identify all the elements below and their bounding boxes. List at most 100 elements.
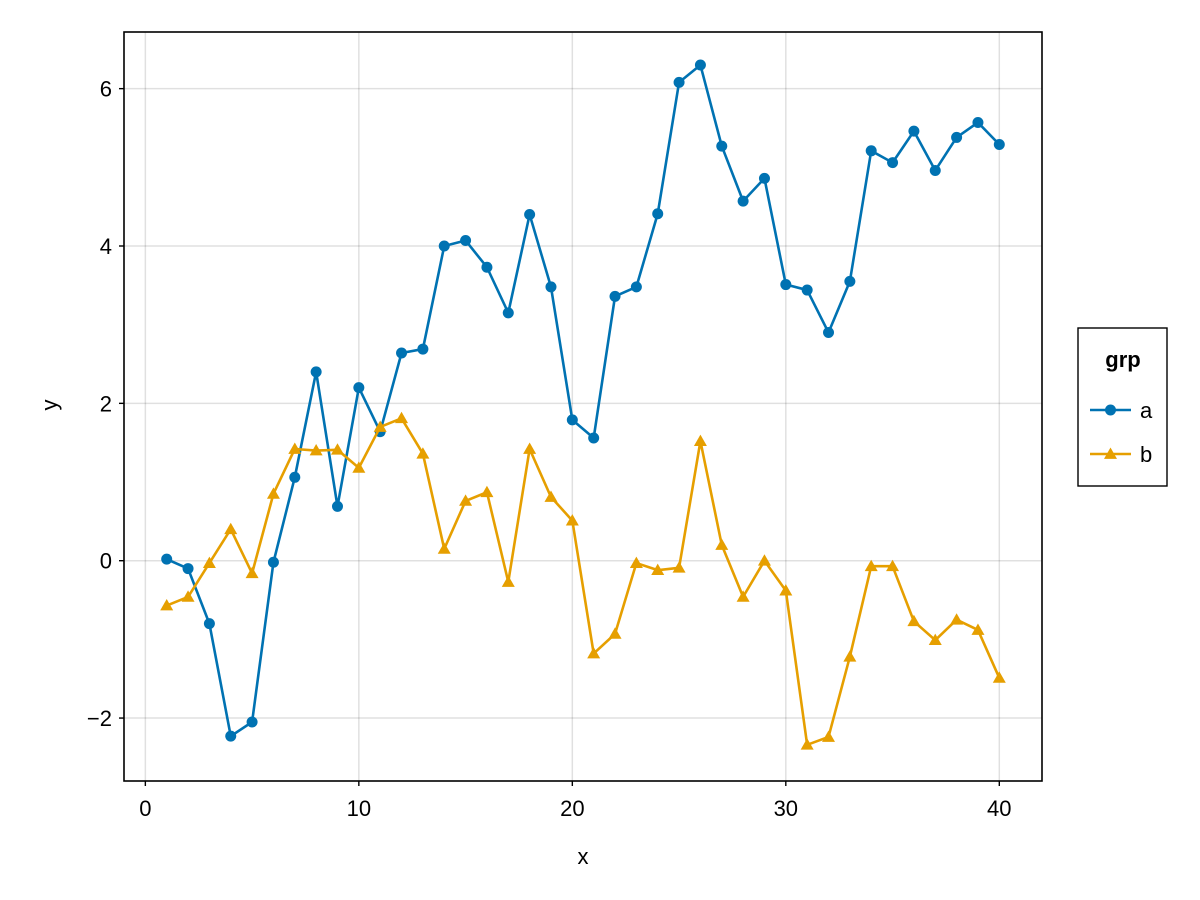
data-point-a	[438, 240, 450, 252]
legend: grp ab	[1077, 327, 1168, 487]
legend-marker-b	[1104, 447, 1117, 459]
series-line-a	[166, 63, 1001, 738]
data-point-b	[266, 487, 280, 499]
data-point-a	[161, 553, 173, 565]
data-point-b	[907, 614, 921, 627]
data-point-a	[887, 157, 899, 169]
data-point-b	[309, 444, 323, 456]
data-point-a	[865, 145, 877, 157]
data-point-b	[181, 590, 195, 602]
legend-box	[1077, 327, 1168, 487]
data-point-b	[437, 542, 451, 554]
data-point-b	[544, 490, 558, 502]
data-point-b	[629, 556, 643, 568]
legend-marker-a	[1105, 404, 1116, 416]
data-point-b	[245, 566, 259, 579]
data-point-b	[928, 633, 942, 646]
data-point-a	[823, 327, 835, 339]
data-point-b	[779, 584, 793, 596]
data-point-a	[524, 209, 536, 221]
y-axis-label: y	[37, 400, 62, 411]
legend-label-b: b	[1140, 442, 1152, 467]
data-point-b	[373, 420, 387, 432]
data-point-b	[736, 590, 750, 602]
data-point-a	[972, 116, 984, 128]
y-tick-label: 6	[100, 77, 112, 102]
data-point-b	[757, 554, 771, 566]
legend-entry-a: a	[1090, 398, 1153, 423]
data-point-a	[652, 208, 664, 220]
x-tick-label: 40	[987, 796, 1011, 821]
series-b	[160, 411, 1006, 750]
data-point-a	[460, 234, 472, 246]
data-point-b	[822, 730, 836, 742]
data-point-a	[737, 195, 749, 207]
legend-label-a: a	[1140, 398, 1153, 423]
data-point-b	[395, 411, 409, 424]
data-point-a	[588, 432, 600, 444]
data-point-a	[673, 76, 685, 88]
data-point-a	[481, 261, 493, 273]
y-axis: −2 0 2 4 6	[87, 77, 124, 731]
data-point-b	[501, 575, 515, 587]
x-tick-label: 30	[774, 796, 798, 821]
x-axis: 0 10 20 30 40	[139, 781, 1012, 821]
data-point-b	[651, 563, 665, 576]
data-point-b	[608, 627, 622, 639]
data-point-b	[800, 738, 814, 750]
data-point-b	[672, 561, 686, 573]
data-point-a	[203, 618, 215, 630]
data-point-b	[459, 494, 473, 506]
data-point-b	[480, 485, 494, 498]
data-point-a	[331, 500, 343, 512]
data-point-b	[416, 447, 430, 459]
data-point-b	[950, 613, 964, 625]
data-point-a	[225, 730, 237, 742]
data-point-a	[630, 281, 642, 293]
y-tick-label: 2	[100, 391, 112, 416]
series-a	[161, 59, 1005, 742]
plot-frame	[123, 31, 1043, 782]
data-point-a	[246, 716, 258, 728]
legend-entries: ab	[1090, 398, 1153, 467]
x-tick-label: 10	[347, 796, 371, 821]
data-point-a	[502, 307, 514, 319]
data-point-b	[288, 442, 302, 454]
data-point-b	[224, 522, 238, 535]
data-point-b	[864, 559, 878, 572]
data-point-a	[801, 284, 813, 296]
data-point-b	[715, 538, 729, 550]
series-line-b	[166, 417, 1001, 747]
data-point-b	[587, 647, 601, 659]
data-point-a	[310, 366, 322, 378]
y-tick-label: 4	[100, 234, 112, 259]
data-point-b	[693, 434, 707, 446]
data-point-a	[780, 279, 792, 291]
data-point-a	[844, 275, 856, 287]
data-point-a	[951, 131, 963, 143]
y-tick-label: 0	[100, 549, 112, 574]
data-point-b	[160, 599, 174, 611]
data-point-a	[993, 139, 1005, 151]
series-layer	[160, 59, 1006, 750]
data-point-a	[609, 290, 621, 302]
data-point-a	[289, 471, 301, 483]
data-point-b	[330, 443, 344, 455]
data-point-b	[352, 461, 366, 473]
data-point-b	[523, 442, 537, 454]
data-point-a	[182, 563, 194, 575]
legend-title: grp	[1105, 347, 1140, 372]
data-point-b	[971, 623, 985, 635]
data-point-b	[992, 671, 1006, 683]
data-point-a	[267, 556, 279, 568]
y-tick-label: −2	[87, 706, 112, 731]
data-point-a	[716, 140, 728, 152]
data-point-a	[758, 172, 770, 184]
data-point-a	[908, 125, 920, 137]
data-point-b	[202, 556, 216, 568]
x-tick-label: 0	[139, 796, 151, 821]
data-point-a	[396, 347, 408, 359]
legend-entry-b: b	[1090, 442, 1152, 467]
data-point-a	[929, 164, 941, 176]
